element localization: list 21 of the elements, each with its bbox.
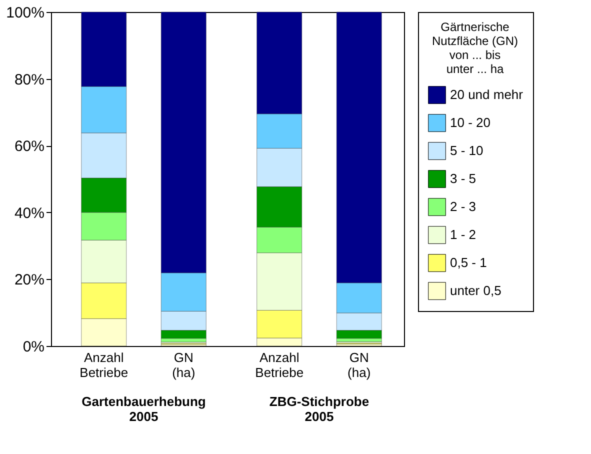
legend-label: 5 - 10 [450,143,484,158]
x-tick-label: Anzahl Betriebe [80,350,128,380]
y-tick-label: 20% [14,272,44,289]
y-tick-label: 40% [14,204,44,222]
x-tick-label: Anzahl Betriebe [255,350,304,380]
legend-label: 1 - 2 [450,227,476,242]
legend-label: 10 - 20 [450,115,490,130]
legend-label: 20 und mehr [450,87,524,102]
text: Gartenbauerhebung 2005 [82,394,206,424]
legend-label: 0,5 - 1 [450,255,487,270]
y-tick-label: 60% [14,138,44,156]
y-tick-label: 0% [22,338,44,356]
legend-label: 3 - 5 [450,171,476,186]
legend-label: unter 0,5 [450,283,502,298]
x-tick-label: GN (ha) [348,350,371,380]
y-tick-label: 80% [14,71,44,88]
legend-title: Gärtnerische Nutzfläche (GN) von ... bis unter ... ha [432,20,518,76]
x-tick-label: GN (ha) [172,350,196,380]
y-tick-label: 100% [6,4,44,22]
legend-label: 2 - 3 [450,199,476,214]
text: ZBG-Stichprobe 2005 [269,394,370,424]
